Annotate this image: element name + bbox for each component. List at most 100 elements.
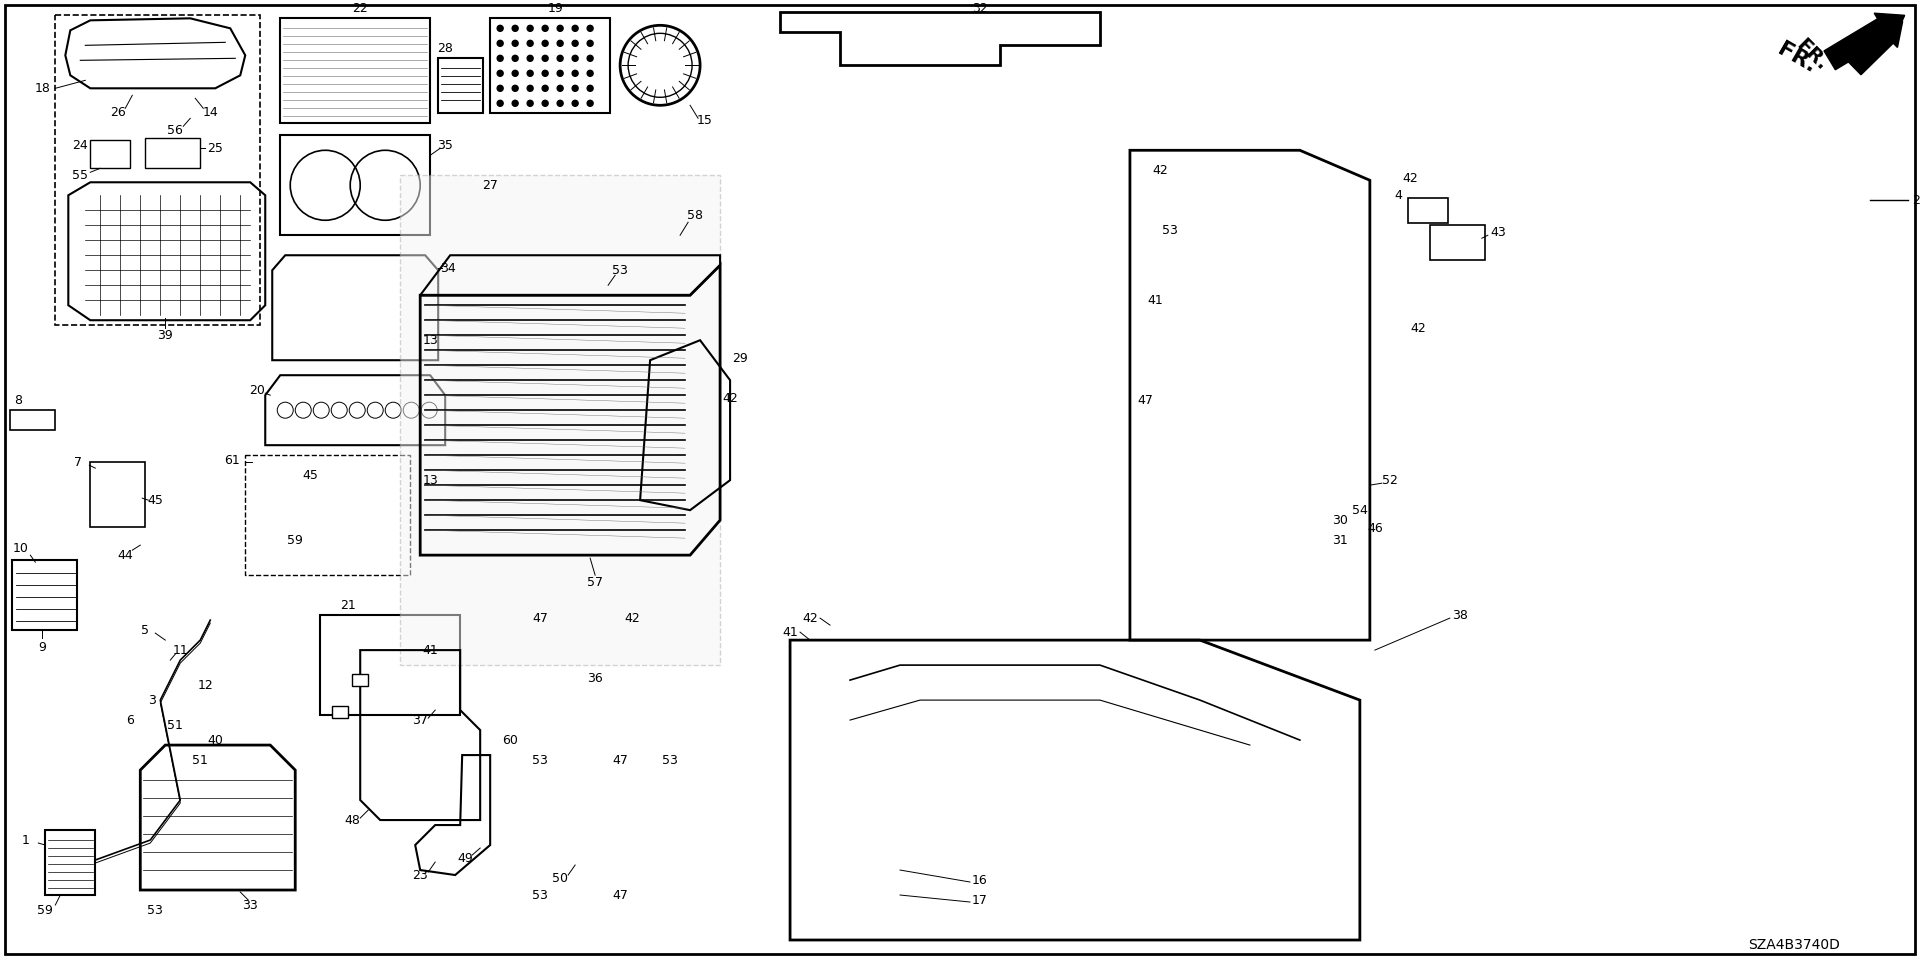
Text: 57: 57	[588, 575, 603, 589]
Text: 41: 41	[422, 643, 438, 657]
Text: 26: 26	[111, 105, 127, 119]
Text: 13: 13	[422, 474, 438, 486]
Circle shape	[541, 101, 547, 106]
Text: 4: 4	[1394, 189, 1402, 201]
Text: 6: 6	[127, 713, 134, 727]
Circle shape	[588, 101, 593, 106]
Text: 22: 22	[353, 2, 369, 14]
Text: 41: 41	[781, 625, 799, 639]
Text: 16: 16	[972, 874, 989, 886]
Circle shape	[513, 101, 518, 106]
Text: 25: 25	[207, 142, 223, 154]
Text: 56: 56	[167, 124, 182, 137]
Text: 28: 28	[438, 42, 453, 55]
Text: 10: 10	[12, 542, 29, 554]
Circle shape	[497, 101, 503, 106]
Text: 40: 40	[207, 734, 223, 746]
Circle shape	[497, 40, 503, 46]
FancyBboxPatch shape	[280, 18, 430, 124]
Text: 53: 53	[532, 889, 547, 901]
FancyBboxPatch shape	[12, 560, 77, 630]
FancyBboxPatch shape	[399, 175, 720, 666]
Text: 42: 42	[722, 391, 737, 405]
Circle shape	[497, 25, 503, 32]
Text: 55: 55	[73, 169, 88, 182]
FancyBboxPatch shape	[321, 615, 461, 715]
Text: 50: 50	[553, 872, 568, 884]
Circle shape	[572, 85, 578, 91]
Text: 17: 17	[972, 894, 989, 906]
Text: 27: 27	[482, 178, 497, 192]
FancyBboxPatch shape	[438, 58, 484, 113]
Text: 21: 21	[340, 598, 355, 612]
Text: 44: 44	[117, 549, 132, 562]
FancyBboxPatch shape	[6, 6, 1914, 954]
Text: 37: 37	[413, 713, 428, 727]
Text: 46: 46	[1367, 522, 1382, 535]
Circle shape	[513, 25, 518, 32]
Circle shape	[528, 101, 534, 106]
Circle shape	[541, 56, 547, 61]
Text: 13: 13	[422, 334, 438, 347]
Circle shape	[528, 56, 534, 61]
Text: 60: 60	[503, 734, 518, 746]
Text: 7: 7	[75, 456, 83, 469]
Text: FR.: FR.	[1774, 39, 1820, 77]
Text: 47: 47	[1137, 394, 1152, 407]
Circle shape	[528, 85, 534, 91]
FancyArrow shape	[1849, 21, 1903, 75]
Text: FR.: FR.	[1793, 35, 1832, 75]
Circle shape	[541, 85, 547, 91]
Text: 51: 51	[192, 754, 207, 766]
FancyBboxPatch shape	[90, 140, 131, 168]
Circle shape	[541, 70, 547, 77]
Text: 43: 43	[1490, 225, 1505, 239]
Text: 59: 59	[36, 903, 54, 917]
Circle shape	[513, 85, 518, 91]
FancyBboxPatch shape	[90, 462, 146, 527]
Text: 52: 52	[1382, 474, 1398, 486]
Text: 31: 31	[1332, 533, 1348, 547]
Text: 48: 48	[344, 813, 361, 827]
Text: 45: 45	[148, 494, 163, 506]
FancyBboxPatch shape	[246, 456, 411, 575]
Text: 42: 42	[803, 612, 818, 624]
Text: 34: 34	[440, 262, 457, 274]
Circle shape	[557, 70, 563, 77]
Text: 42: 42	[1402, 172, 1417, 185]
FancyBboxPatch shape	[146, 138, 200, 168]
Text: 39: 39	[157, 329, 173, 341]
Circle shape	[528, 70, 534, 77]
Circle shape	[497, 85, 503, 91]
Circle shape	[557, 56, 563, 61]
Text: 38: 38	[1452, 609, 1467, 621]
Text: 42: 42	[1152, 164, 1167, 176]
Text: 53: 53	[612, 264, 628, 277]
Circle shape	[588, 70, 593, 77]
Text: 53: 53	[148, 903, 163, 917]
Text: 45: 45	[301, 469, 319, 481]
Text: 59: 59	[288, 533, 303, 547]
Text: 19: 19	[547, 2, 563, 14]
Text: 8: 8	[13, 394, 23, 407]
FancyBboxPatch shape	[1430, 225, 1484, 260]
Circle shape	[572, 40, 578, 46]
Text: 30: 30	[1332, 514, 1348, 526]
Text: 1: 1	[21, 833, 29, 847]
FancyBboxPatch shape	[351, 674, 369, 686]
Text: 24: 24	[73, 139, 88, 152]
Text: 32: 32	[972, 2, 989, 14]
Text: 18: 18	[35, 82, 50, 95]
FancyArrow shape	[1824, 13, 1905, 70]
FancyBboxPatch shape	[56, 15, 261, 325]
Text: 53: 53	[662, 754, 678, 766]
Text: 42: 42	[624, 612, 639, 624]
Circle shape	[588, 40, 593, 46]
Text: 11: 11	[173, 643, 188, 657]
Circle shape	[557, 101, 563, 106]
Text: 53: 53	[1162, 223, 1177, 237]
Circle shape	[588, 25, 593, 32]
Text: 9: 9	[38, 641, 46, 654]
Text: 36: 36	[588, 671, 603, 685]
Text: 5: 5	[142, 623, 150, 637]
